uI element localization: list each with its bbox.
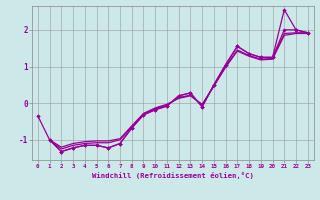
X-axis label: Windchill (Refroidissement éolien,°C): Windchill (Refroidissement éolien,°C) <box>92 172 254 179</box>
